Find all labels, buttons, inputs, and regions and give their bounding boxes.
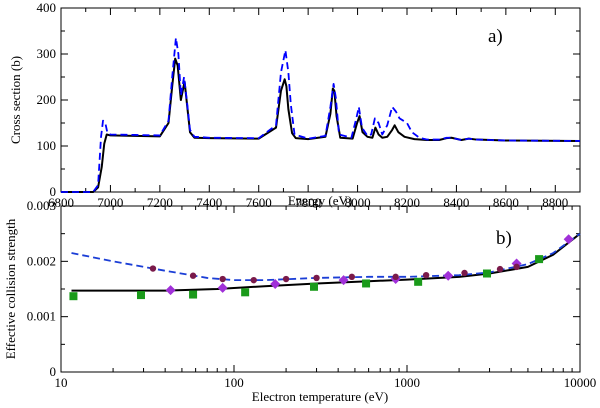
panel-b-green-squares-point	[414, 277, 423, 286]
panel-a-x-tick-label: 7400	[196, 195, 222, 210]
panel-b-purple-diamonds-point	[443, 270, 454, 281]
panel-b-collision-strength: 10 100 1000 10000 0 0.001 0.002 0.003 b) Electr…	[3, 198, 596, 404]
panel-a-x-tick-label: 8600	[493, 195, 519, 210]
panel-a-dashed-line	[61, 37, 581, 193]
panel-b-purple-diamonds-point	[217, 282, 228, 293]
panel-b-maroon-circles-point	[250, 276, 257, 284]
panel-b-green-squares-point	[535, 255, 544, 264]
panel-a-y-tick-label: 100	[37, 138, 57, 153]
panel-b-maroon-circles-point	[422, 271, 430, 279]
panel-b-maroon-circles-point	[313, 274, 320, 282]
panel-b-x-tick-label: 10	[55, 375, 68, 390]
panel-b-y-tick-label: 0	[50, 364, 57, 379]
panel-a-x-tick-label: 8800	[542, 195, 568, 210]
panel-a-y-tick-label: 200	[37, 92, 57, 107]
panel-b-maroon-circles-point	[282, 275, 290, 283]
panel-a-x-axis-title: Energy (eV)	[288, 193, 352, 208]
panel-a-y-axis-title: Cross section (b)	[8, 56, 23, 144]
panel-a-y-tick-label: 0	[50, 184, 57, 199]
panel-a-x-tick-label: 7600	[246, 195, 272, 210]
panel-b-label: b)	[496, 228, 512, 249]
panel-a-cross-section: 6800 7000 7200 7400 7600 7800 8000 8200 8400 8600…	[8, 0, 581, 210]
panel-b-purple-diamonds-point	[338, 275, 349, 286]
panel-a-x-tick-label: 7200	[147, 195, 173, 210]
panel-b-x-tick-label: 1000	[394, 375, 420, 390]
panel-b-maroon-circles-point	[189, 272, 197, 279]
panel-a-y-tick-label: 300	[37, 46, 57, 61]
panel-b-green-squares-point	[309, 282, 318, 291]
panel-b-series	[69, 232, 581, 301]
panel-b-maroon-circles-point	[149, 265, 157, 272]
panel-b-y-tick-label: 0.002	[27, 253, 56, 268]
panel-b-green-squares-point	[189, 290, 198, 299]
panel-b-green-squares-point	[241, 288, 250, 297]
panel-b-y-tick-label: 0.001	[27, 309, 56, 324]
panel-b-maroon-circles-point	[496, 265, 504, 273]
panel-b-purple-diamonds-point	[165, 285, 176, 296]
panel-b-maroon-circles-point	[219, 275, 226, 283]
panel-b-y-axis-title: Effective collision strength	[3, 218, 18, 359]
panel-b-green-squares-point	[136, 291, 145, 300]
panel-b-purple-diamonds-point	[563, 234, 574, 245]
panel-b-maroon-circles-point	[461, 269, 468, 277]
panel-b-maroon-circles-point	[348, 273, 356, 281]
panel-b-x-axis-title: Electron temperature (eV)	[252, 389, 388, 404]
panel-b-x-tick-label: 100	[224, 375, 244, 390]
panel-b-ticks: 10 100 1000 10000 0 0.001 0.002 0.003	[27, 198, 597, 390]
panel-a-series	[61, 37, 581, 193]
panel-b-green-squares-point	[69, 292, 78, 301]
panel-b-maroon-circles-point	[513, 263, 520, 271]
panel-a-y-tick-label: 400	[37, 0, 57, 15]
panel-b-purple-diamonds-point	[270, 279, 281, 290]
panel-a-solid-line	[61, 57, 581, 193]
panel-a-x-tick-label: 8400	[443, 195, 469, 210]
panel-b-x-tick-label: 10000	[564, 375, 597, 390]
panel-b-maroon-circles-point	[392, 273, 399, 281]
panel-a-label: a)	[488, 26, 503, 47]
panel-b-dashed-line	[71, 232, 581, 282]
panel-b-green-squares-point	[362, 279, 371, 288]
panel-b-y-tick-label: 0.003	[27, 198, 56, 213]
panel-b-green-squares-point	[482, 269, 491, 278]
panel-a-x-tick-label: 7000	[97, 195, 123, 210]
